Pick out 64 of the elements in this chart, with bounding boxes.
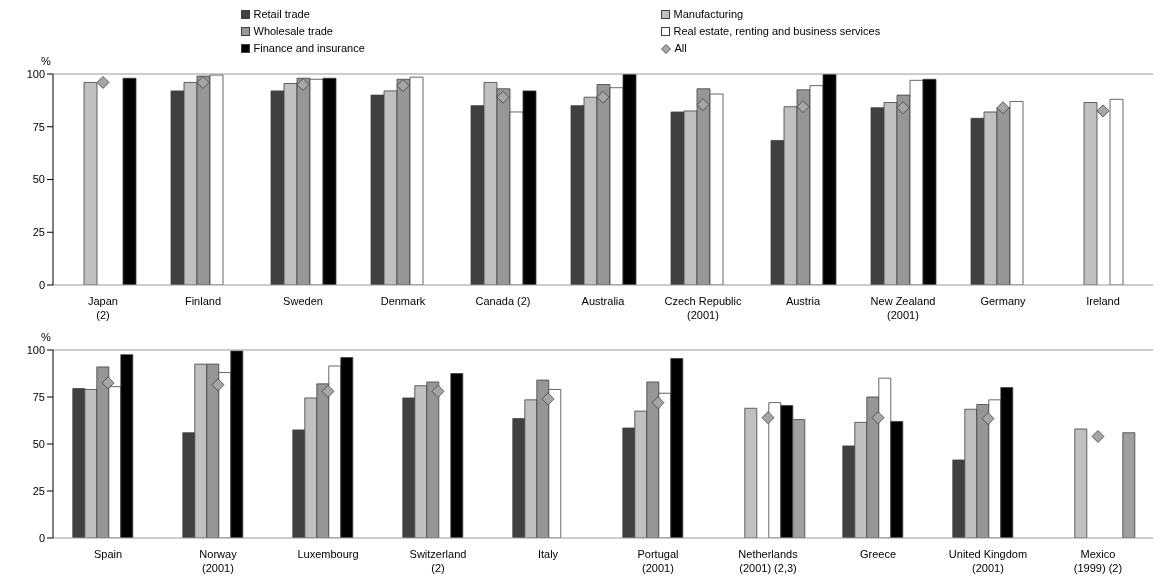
point [896, 101, 910, 115]
point [651, 396, 665, 410]
point [796, 100, 810, 114]
legend-label: Retail trade [253, 8, 310, 21]
x-tick-label: Austria [785, 295, 821, 307]
bar [450, 373, 464, 538]
point [296, 78, 310, 91]
x-tick-label: Australia [581, 295, 626, 307]
y-tick-label: 50 [32, 173, 45, 186]
point [96, 76, 110, 89]
point [871, 411, 885, 425]
x-tick-label: Portugal (2001) [637, 548, 679, 574]
point [1091, 430, 1105, 443]
legend-label: Real estate, renting and business services [673, 25, 881, 38]
point [541, 392, 555, 406]
y-tick-label: 25 [32, 484, 45, 497]
x-tick-label: Denmark [380, 295, 426, 307]
legend-label: All [674, 42, 687, 55]
x-tick-label: Ireland [1086, 295, 1120, 307]
y-tick-label: 100 [26, 343, 45, 356]
point [431, 384, 445, 398]
legend-label: Finance and insurance [253, 42, 365, 55]
point [981, 412, 995, 426]
bar [122, 77, 137, 285]
y-tick-label: 75 [32, 390, 45, 403]
x-tick-label: Canada (2) [475, 295, 531, 307]
bar [1074, 428, 1088, 538]
y-tick-label: 0 [38, 278, 45, 291]
y-tick-label: 100 [26, 67, 45, 80]
x-tick-label: Germany [980, 295, 1027, 307]
point [496, 90, 510, 104]
x-tick-label: Spain [93, 548, 123, 560]
point [596, 90, 610, 104]
point [696, 98, 710, 111]
x-tick-label: Mexico (1999) (2) [1073, 548, 1123, 574]
bar [744, 407, 758, 538]
point [396, 79, 410, 92]
y-axis-title: % [41, 55, 52, 67]
point [1096, 104, 1110, 118]
x-tick-label: Sweden [283, 295, 323, 307]
y-tick-label: 25 [32, 226, 45, 239]
point [196, 76, 210, 89]
point [211, 378, 225, 392]
legend-label: Manufacturing [673, 8, 744, 21]
y-tick-label: 75 [32, 120, 45, 133]
legend-label: Wholesale trade [253, 25, 333, 38]
x-tick-label: Japan (2) [88, 295, 118, 321]
x-tick-label: Czech Republic (2001) [664, 295, 743, 321]
y-axis-title: % [41, 331, 52, 343]
x-tick-label: Netherlands (2001) (2,3) [738, 548, 799, 574]
x-tick-label: Switzerland (2) [409, 548, 467, 574]
x-tick-label: Norway (2001) [199, 548, 238, 574]
x-tick-label: Finland [184, 295, 222, 307]
point [101, 376, 115, 390]
x-tick-label: Greece [859, 548, 897, 560]
y-tick-label: 50 [32, 437, 45, 450]
x-tick-label: United Kingdom (2001) [948, 548, 1028, 574]
x-tick-label: Luxembourg [297, 548, 359, 560]
y-tick-label: 0 [38, 531, 45, 544]
point [996, 101, 1010, 115]
point [321, 384, 335, 398]
x-tick-label: Italy [537, 548, 559, 560]
point [761, 411, 775, 425]
x-tick-label: New Zealand (2001) [870, 295, 936, 321]
